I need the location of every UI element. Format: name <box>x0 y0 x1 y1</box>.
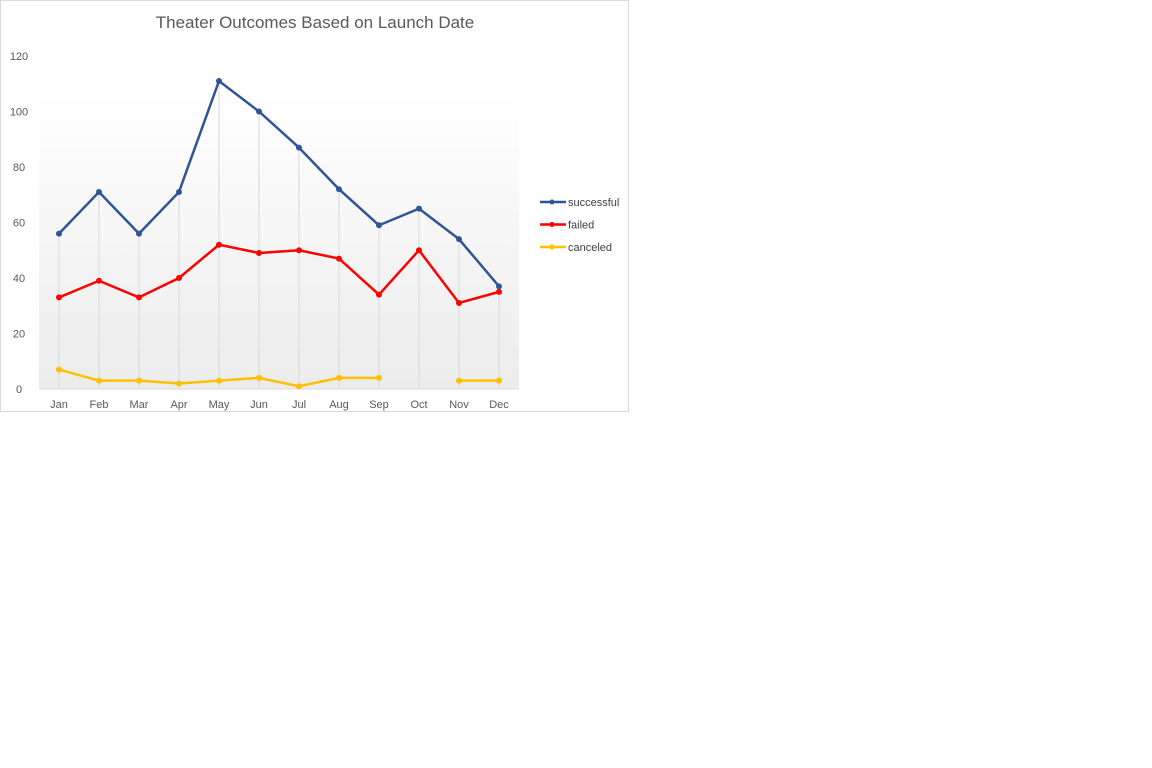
legend-item-successful: successful <box>540 197 619 209</box>
data-point-canceled <box>376 374 382 381</box>
legend: successful failed canceled <box>540 197 619 254</box>
data-point-successful <box>56 230 62 237</box>
data-point-canceled <box>216 377 222 384</box>
data-point-successful <box>456 236 462 243</box>
x-tick-label: Apr <box>170 399 187 411</box>
data-point-canceled <box>296 383 302 390</box>
series-canceled <box>56 366 502 390</box>
data-point-canceled <box>456 377 462 384</box>
data-point-successful <box>336 186 342 193</box>
data-point-failed <box>456 299 462 306</box>
data-point-successful <box>176 188 182 195</box>
data-point-failed <box>216 241 222 248</box>
data-point-failed <box>376 291 382 298</box>
series-layer <box>56 77 502 390</box>
chart-frame: Theater Outcomes Based on Launch Date 0 2… <box>0 0 629 412</box>
data-point-failed <box>56 294 62 301</box>
data-point-successful <box>136 230 142 237</box>
x-tick-label: Nov <box>449 399 469 411</box>
data-point-successful <box>496 283 502 290</box>
data-point-canceled <box>96 377 102 384</box>
x-tick-label: Jul <box>292 399 306 411</box>
data-point-canceled <box>56 366 62 373</box>
data-point-successful <box>96 188 102 195</box>
data-point-failed <box>176 275 182 281</box>
legend-label: successful <box>568 197 619 209</box>
series-successful <box>56 77 502 290</box>
y-tick-label: 20 <box>13 329 25 341</box>
x-tick-label: Jan <box>50 399 68 411</box>
data-point-failed <box>296 247 302 254</box>
plot-area <box>39 93 519 389</box>
data-point-successful <box>216 77 222 84</box>
x-tick-label: Dec <box>489 399 509 411</box>
y-tick-label: 100 <box>10 107 28 119</box>
data-point-canceled <box>176 380 182 387</box>
x-tick-label: May <box>209 399 230 411</box>
data-point-failed <box>256 250 262 257</box>
series-failed <box>56 241 502 306</box>
series-line-failed <box>58 243 500 305</box>
legend-marker <box>549 199 555 205</box>
data-point-canceled <box>136 377 142 384</box>
data-point-successful <box>296 144 302 151</box>
legend-marker <box>549 244 555 250</box>
data-point-canceled <box>256 374 262 381</box>
data-point-canceled <box>496 377 502 384</box>
x-axis: Jan Feb Mar Apr May Jun Jul Aug Sep Oct Nov Dec <box>50 399 509 411</box>
y-tick-label: 80 <box>13 162 25 174</box>
data-point-canceled <box>336 374 342 381</box>
legend-item-failed: failed <box>540 220 594 232</box>
y-tick-label: 120 <box>10 51 28 63</box>
chart-title: Theater Outcomes Based on Launch Date <box>156 13 474 32</box>
x-tick-label: Jun <box>250 399 268 411</box>
data-point-successful <box>416 205 422 212</box>
data-point-failed <box>336 255 342 262</box>
x-tick-label: Mar <box>130 399 149 411</box>
x-tick-label: Aug <box>329 399 349 411</box>
data-point-successful <box>256 108 262 115</box>
data-point-failed <box>136 294 142 301</box>
y-axis: 0 20 40 60 80 100 120 <box>10 51 28 396</box>
data-point-failed <box>416 247 422 254</box>
series-line-successful <box>58 79 500 288</box>
data-point-successful <box>376 222 382 229</box>
data-point-failed <box>496 288 502 295</box>
legend-item-canceled: canceled <box>540 242 612 254</box>
y-tick-label: 0 <box>16 384 22 396</box>
x-tick-label: Feb <box>90 399 109 411</box>
legend-label: failed <box>568 220 594 232</box>
y-tick-label: 40 <box>13 273 25 285</box>
y-tick-label: 60 <box>13 218 25 230</box>
x-tick-label: Oct <box>410 399 427 411</box>
legend-marker <box>549 222 555 227</box>
x-tick-label: Sep <box>369 399 389 411</box>
legend-label: canceled <box>568 242 612 254</box>
data-point-failed <box>96 277 102 284</box>
line-chart: Theater Outcomes Based on Launch Date 0 2… <box>10 13 620 411</box>
